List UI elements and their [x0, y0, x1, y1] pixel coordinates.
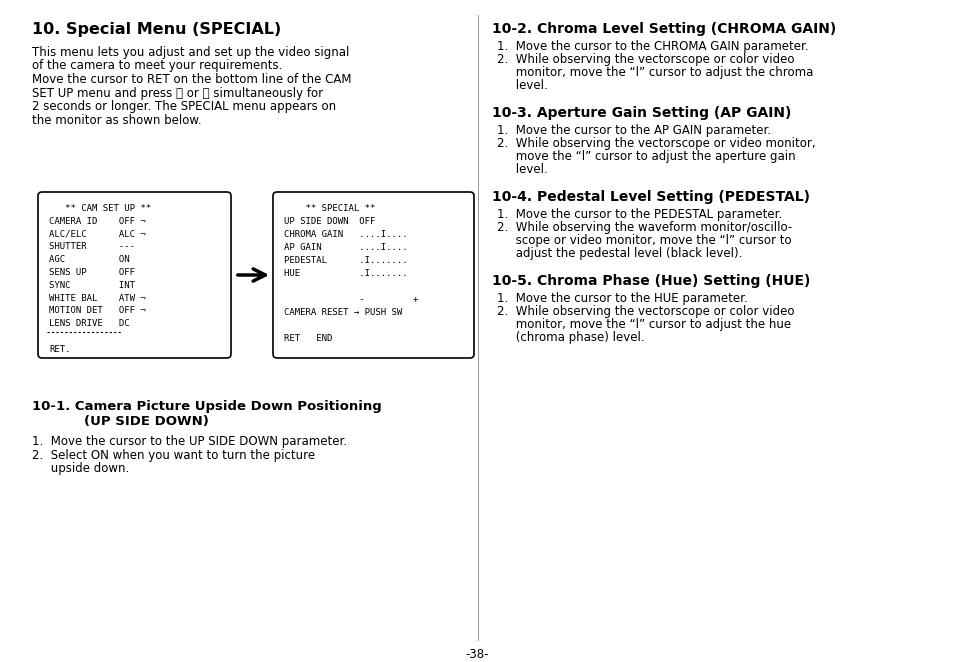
FancyBboxPatch shape: [38, 192, 231, 358]
Text: 10-5. Chroma Phase (Hue) Setting (HUE): 10-5. Chroma Phase (Hue) Setting (HUE): [492, 274, 809, 288]
Text: 10-3. Aperture Gain Setting (AP GAIN): 10-3. Aperture Gain Setting (AP GAIN): [492, 106, 791, 120]
Text: monitor, move the “l” cursor to adjust the hue: monitor, move the “l” cursor to adjust t…: [497, 318, 790, 331]
Text: monitor, move the “l” cursor to adjust the chroma: monitor, move the “l” cursor to adjust t…: [497, 66, 813, 79]
Text: SHUTTER      ---: SHUTTER ---: [49, 242, 135, 252]
Text: This menu lets you adjust and set up the video signal: This menu lets you adjust and set up the…: [32, 46, 349, 59]
Text: SET UP menu and press Ⓞ or Ⓡ simultaneously for: SET UP menu and press Ⓞ or Ⓡ simultaneou…: [32, 87, 323, 99]
Text: 1.  Move the cursor to the CHROMA GAIN parameter.: 1. Move the cursor to the CHROMA GAIN pa…: [497, 40, 808, 53]
Text: 2 seconds or longer. The SPECIAL menu appears on: 2 seconds or longer. The SPECIAL menu ap…: [32, 100, 335, 113]
Text: ** CAM SET UP **: ** CAM SET UP **: [49, 204, 151, 213]
Text: RET.: RET.: [49, 345, 71, 354]
Text: 2.  While observing the vectorscope or color video: 2. While observing the vectorscope or co…: [497, 53, 794, 66]
Text: UP SIDE DOWN  OFF: UP SIDE DOWN OFF: [284, 217, 375, 226]
Text: level.: level.: [497, 163, 547, 176]
Text: 10-1. Camera Picture Upside Down Positioning: 10-1. Camera Picture Upside Down Positio…: [32, 400, 381, 413]
Text: PEDESTAL      .I.......: PEDESTAL .I.......: [284, 256, 407, 265]
Text: MOTION DET   OFF ¬: MOTION DET OFF ¬: [49, 307, 146, 315]
Text: 1.  Move the cursor to the AP GAIN parameter.: 1. Move the cursor to the AP GAIN parame…: [497, 124, 770, 137]
Text: 2.  While observing the vectorscope or video monitor,: 2. While observing the vectorscope or vi…: [497, 137, 815, 150]
Text: LENS DRIVE   DC: LENS DRIVE DC: [49, 319, 130, 328]
Text: 2.  While observing the waveform monitor/oscillo-: 2. While observing the waveform monitor/…: [497, 221, 791, 234]
Text: adjust the pedestal level (black level).: adjust the pedestal level (black level).: [497, 247, 741, 260]
Text: WHITE BAL    ATW ¬: WHITE BAL ATW ¬: [49, 294, 146, 303]
Text: 1.  Move the cursor to the PEDESTAL parameter.: 1. Move the cursor to the PEDESTAL param…: [497, 208, 781, 221]
Text: -         +: - +: [284, 295, 418, 304]
Text: the monitor as shown below.: the monitor as shown below.: [32, 113, 201, 126]
Text: 10-4. Pedestal Level Setting (PEDESTAL): 10-4. Pedestal Level Setting (PEDESTAL): [492, 190, 809, 204]
Text: (chroma phase) level.: (chroma phase) level.: [497, 331, 644, 344]
Text: 10. Special Menu (SPECIAL): 10. Special Menu (SPECIAL): [32, 22, 281, 37]
Text: Move the cursor to RET on the bottom line of the CAM: Move the cursor to RET on the bottom lin…: [32, 73, 351, 86]
FancyBboxPatch shape: [273, 192, 474, 358]
Text: upside down.: upside down.: [32, 462, 129, 475]
Text: AP GAIN       ....I....: AP GAIN ....I....: [284, 243, 407, 252]
Text: 2.  While observing the vectorscope or color video: 2. While observing the vectorscope or co…: [497, 305, 794, 318]
Text: (UP SIDE DOWN): (UP SIDE DOWN): [84, 415, 209, 428]
Text: -38-: -38-: [465, 648, 488, 661]
Text: 2.  Select ON when you want to turn the picture: 2. Select ON when you want to turn the p…: [32, 448, 314, 461]
Text: CHROMA GAIN   ....I....: CHROMA GAIN ....I....: [284, 230, 407, 239]
Text: 10-2. Chroma Level Setting (CHROMA GAIN): 10-2. Chroma Level Setting (CHROMA GAIN): [492, 22, 836, 36]
Text: level.: level.: [497, 79, 547, 92]
Text: 1.  Move the cursor to the UP SIDE DOWN parameter.: 1. Move the cursor to the UP SIDE DOWN p…: [32, 435, 347, 448]
Text: SENS UP      OFF: SENS UP OFF: [49, 268, 135, 277]
Text: move the “l” cursor to adjust the aperture gain: move the “l” cursor to adjust the apertu…: [497, 150, 795, 163]
Text: scope or video monitor, move the “l” cursor to: scope or video monitor, move the “l” cur…: [497, 234, 791, 247]
Text: ** SPECIAL **: ** SPECIAL **: [284, 204, 375, 213]
Text: of the camera to meet your requirements.: of the camera to meet your requirements.: [32, 60, 282, 73]
Text: AGC          ON: AGC ON: [49, 255, 130, 264]
Text: HUE           .I.......: HUE .I.......: [284, 269, 407, 278]
Text: ALC/ELC      ALC ¬: ALC/ELC ALC ¬: [49, 230, 146, 238]
Text: CAMERA RESET → PUSH SW: CAMERA RESET → PUSH SW: [284, 308, 402, 317]
Text: SYNC         INT: SYNC INT: [49, 281, 135, 290]
Text: RET   END: RET END: [284, 334, 332, 343]
Text: CAMERA ID    OFF ¬: CAMERA ID OFF ¬: [49, 216, 146, 226]
Text: 1.  Move the cursor to the HUE parameter.: 1. Move the cursor to the HUE parameter.: [497, 292, 747, 305]
